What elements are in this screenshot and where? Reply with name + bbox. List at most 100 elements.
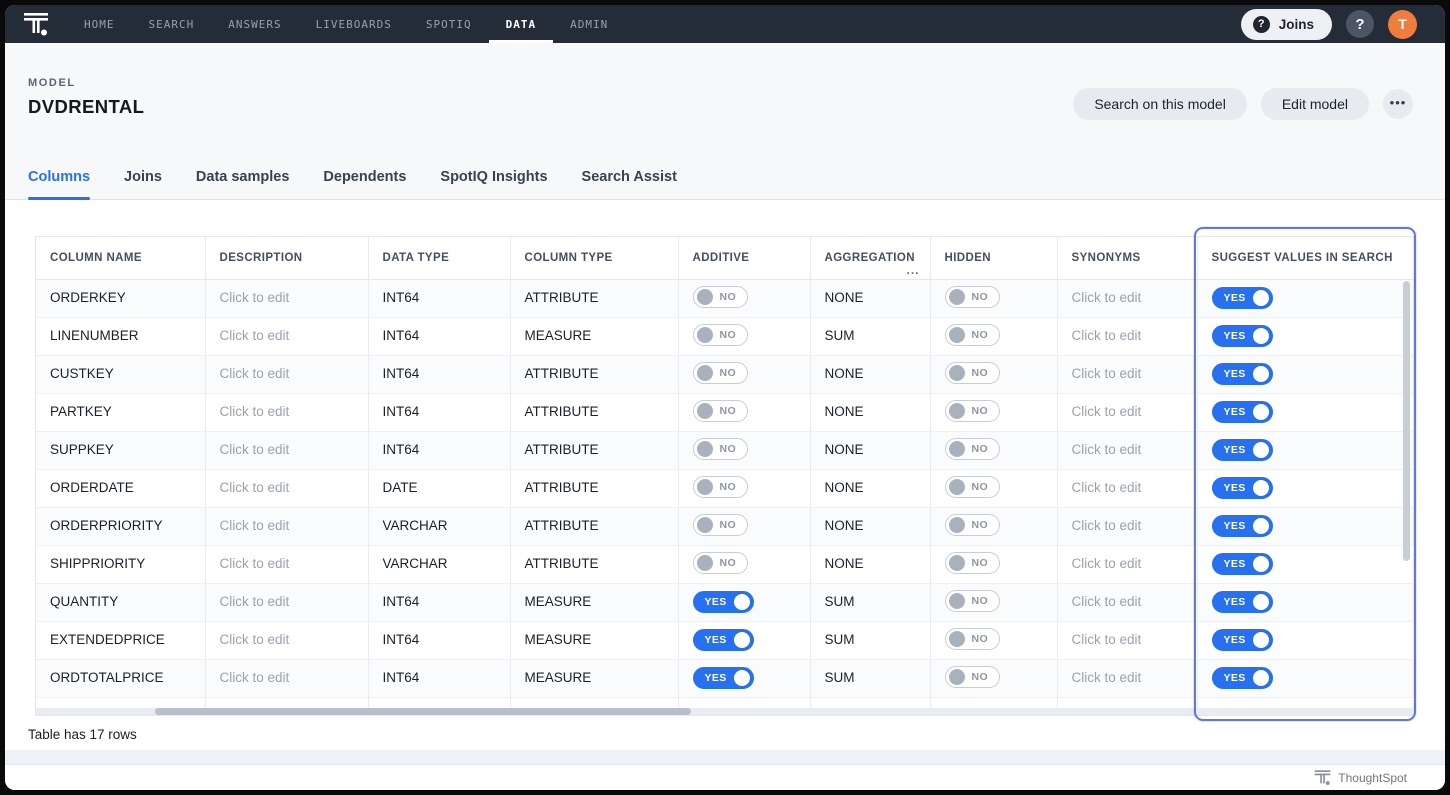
aggregation-cell[interactable]: NONE [810, 279, 931, 318]
synonyms-cell-text[interactable]: Click to edit [1071, 670, 1142, 685]
column-type-cell[interactable]: ATTRIBUTE [510, 279, 679, 318]
column-type-cell-text[interactable]: MEASURE [524, 594, 592, 609]
additive-toggle-no[interactable]: NO [692, 286, 749, 308]
horizontal-scrollbar[interactable] [36, 708, 1413, 715]
joins-button[interactable]: ? Joins [1240, 8, 1332, 40]
synonyms-cell-text[interactable]: Click to edit [1071, 290, 1142, 305]
edit-model-button[interactable]: Edit model [1260, 88, 1369, 120]
synonyms-cell-text[interactable]: Click to edit [1071, 442, 1142, 457]
additive-toggle-yes[interactable]: YES [692, 667, 754, 689]
synonyms-cell[interactable]: Click to edit [1057, 279, 1198, 318]
column-type-cell[interactable]: ATTRIBUTE [510, 393, 679, 432]
aggregation-cell-text[interactable]: NONE [824, 480, 864, 495]
description-cell-text[interactable]: Click to edit [219, 404, 290, 419]
synonyms-cell[interactable]: Click to edit [1057, 659, 1198, 698]
description-cell-text[interactable]: Click to edit [219, 632, 290, 647]
synonyms-cell-text[interactable]: Click to edit [1071, 556, 1142, 571]
suggest-values-toggle-yes[interactable]: YES [1211, 667, 1273, 689]
hidden-toggle-no[interactable]: NO [944, 590, 1001, 612]
synonyms-cell-text[interactable]: Click to edit [1071, 366, 1142, 381]
hidden-toggle-no[interactable]: NO [944, 286, 1001, 308]
hidden-toggle-no[interactable]: NO [944, 628, 1001, 650]
nav-item-liveboards[interactable]: LIVEBOARDS [315, 17, 392, 31]
thoughtspot-logo-icon[interactable] [5, 5, 67, 43]
aggregation-cell[interactable]: NONE [810, 469, 931, 508]
tab-columns[interactable]: Columns [28, 155, 91, 200]
column-type-cell-text[interactable]: ATTRIBUTE [524, 518, 599, 533]
additive-toggle-no[interactable]: NO [692, 362, 749, 384]
column-type-cell[interactable]: ATTRIBUTE [510, 507, 679, 546]
aggregation-cell-text[interactable]: NONE [824, 442, 864, 457]
more-options-button[interactable]: ••• [1383, 89, 1413, 119]
column-type-cell[interactable]: ATTRIBUTE [510, 469, 679, 508]
suggest-values-toggle-yes[interactable]: YES [1211, 363, 1273, 385]
synonyms-cell[interactable]: Click to edit [1057, 507, 1198, 546]
synonyms-cell-text[interactable]: Click to edit [1071, 480, 1142, 495]
aggregation-cell[interactable]: NONE [810, 355, 931, 394]
suggest-values-toggle-yes[interactable]: YES [1211, 401, 1273, 423]
description-cell-text[interactable]: Click to edit [219, 290, 290, 305]
column-type-cell[interactable]: MEASURE [510, 659, 679, 698]
aggregation-cell-text[interactable]: NONE [824, 556, 864, 571]
additive-toggle-no[interactable]: NO [692, 438, 749, 460]
aggregation-cell-text[interactable]: SUM [824, 632, 855, 647]
aggregation-cell[interactable]: SUM [810, 621, 931, 660]
nav-item-data[interactable]: DATA [488, 5, 554, 43]
suggest-values-toggle-yes[interactable]: YES [1211, 325, 1273, 347]
hidden-toggle-no[interactable]: NO [944, 362, 1001, 384]
user-avatar[interactable]: T [1388, 9, 1417, 39]
aggregation-cell[interactable]: SUM [810, 317, 931, 356]
column-type-cell-text[interactable]: ATTRIBUTE [524, 480, 599, 495]
tab-dependents[interactable]: Dependents [323, 169, 407, 185]
synonyms-cell-text[interactable]: Click to edit [1071, 518, 1142, 533]
description-cell[interactable]: Click to edit [205, 469, 369, 508]
synonyms-cell-text[interactable]: Click to edit [1071, 594, 1142, 609]
description-cell-text[interactable]: Click to edit [219, 328, 290, 343]
synonyms-cell[interactable]: Click to edit [1057, 355, 1198, 394]
aggregation-cell[interactable]: NONE [810, 431, 931, 470]
description-cell[interactable]: Click to edit [205, 317, 369, 356]
horizontal-scrollbar-thumb[interactable] [155, 708, 691, 715]
description-cell-text[interactable]: Click to edit [219, 518, 290, 533]
suggest-values-toggle-yes[interactable]: YES [1211, 477, 1273, 499]
vertical-scrollbar[interactable] [1403, 281, 1410, 701]
suggest-values-toggle-yes[interactable]: YES [1211, 515, 1273, 537]
synonyms-cell-text[interactable]: Click to edit [1071, 404, 1142, 419]
tab-spotiq-insights[interactable]: SpotIQ Insights [440, 169, 548, 185]
aggregation-cell-text[interactable]: SUM [824, 328, 855, 343]
nav-item-spotiq[interactable]: SPOTIQ [425, 17, 472, 31]
column-type-cell[interactable]: MEASURE [510, 317, 679, 356]
description-cell-text[interactable]: Click to edit [219, 594, 290, 609]
column-type-cell[interactable]: ATTRIBUTE [510, 431, 679, 470]
description-cell[interactable]: Click to edit [205, 583, 369, 622]
column-type-cell[interactable]: MEASURE [510, 621, 679, 660]
aggregation-cell[interactable]: NONE [810, 507, 931, 546]
tab-joins[interactable]: Joins [124, 169, 162, 185]
nav-item-answers[interactable]: ANSWERS [228, 17, 282, 31]
hidden-toggle-no[interactable]: NO [944, 666, 1001, 688]
vertical-scrollbar-thumb[interactable] [1403, 281, 1410, 561]
column-type-cell-text[interactable]: ATTRIBUTE [524, 404, 599, 419]
tab-search-assist[interactable]: Search Assist [581, 169, 677, 185]
column-type-cell[interactable]: ATTRIBUTE [510, 545, 679, 584]
synonyms-cell[interactable]: Click to edit [1057, 621, 1198, 660]
column-type-cell-text[interactable]: ATTRIBUTE [524, 556, 599, 571]
description-cell-text[interactable]: Click to edit [219, 556, 290, 571]
synonyms-cell[interactable]: Click to edit [1057, 583, 1198, 622]
column-type-cell[interactable]: ATTRIBUTE [510, 355, 679, 394]
additive-toggle-yes[interactable]: YES [692, 629, 754, 651]
description-cell[interactable]: Click to edit [205, 545, 369, 584]
aggregation-cell[interactable]: SUM [810, 583, 931, 622]
suggest-values-toggle-yes[interactable]: YES [1211, 553, 1273, 575]
column-type-cell-text[interactable]: ATTRIBUTE [524, 290, 599, 305]
search-on-model-button[interactable]: Search on this model [1073, 88, 1247, 120]
synonyms-cell[interactable]: Click to edit [1057, 545, 1198, 584]
additive-toggle-no[interactable]: NO [692, 476, 749, 498]
help-button[interactable]: ? [1346, 10, 1374, 38]
suggest-values-toggle-yes[interactable]: YES [1211, 287, 1273, 309]
aggregation-cell[interactable]: SUM [810, 659, 931, 698]
suggest-values-toggle-yes[interactable]: YES [1211, 629, 1273, 651]
suggest-values-toggle-yes[interactable]: YES [1211, 439, 1273, 461]
description-cell[interactable]: Click to edit [205, 393, 369, 432]
description-cell-text[interactable]: Click to edit [219, 442, 290, 457]
